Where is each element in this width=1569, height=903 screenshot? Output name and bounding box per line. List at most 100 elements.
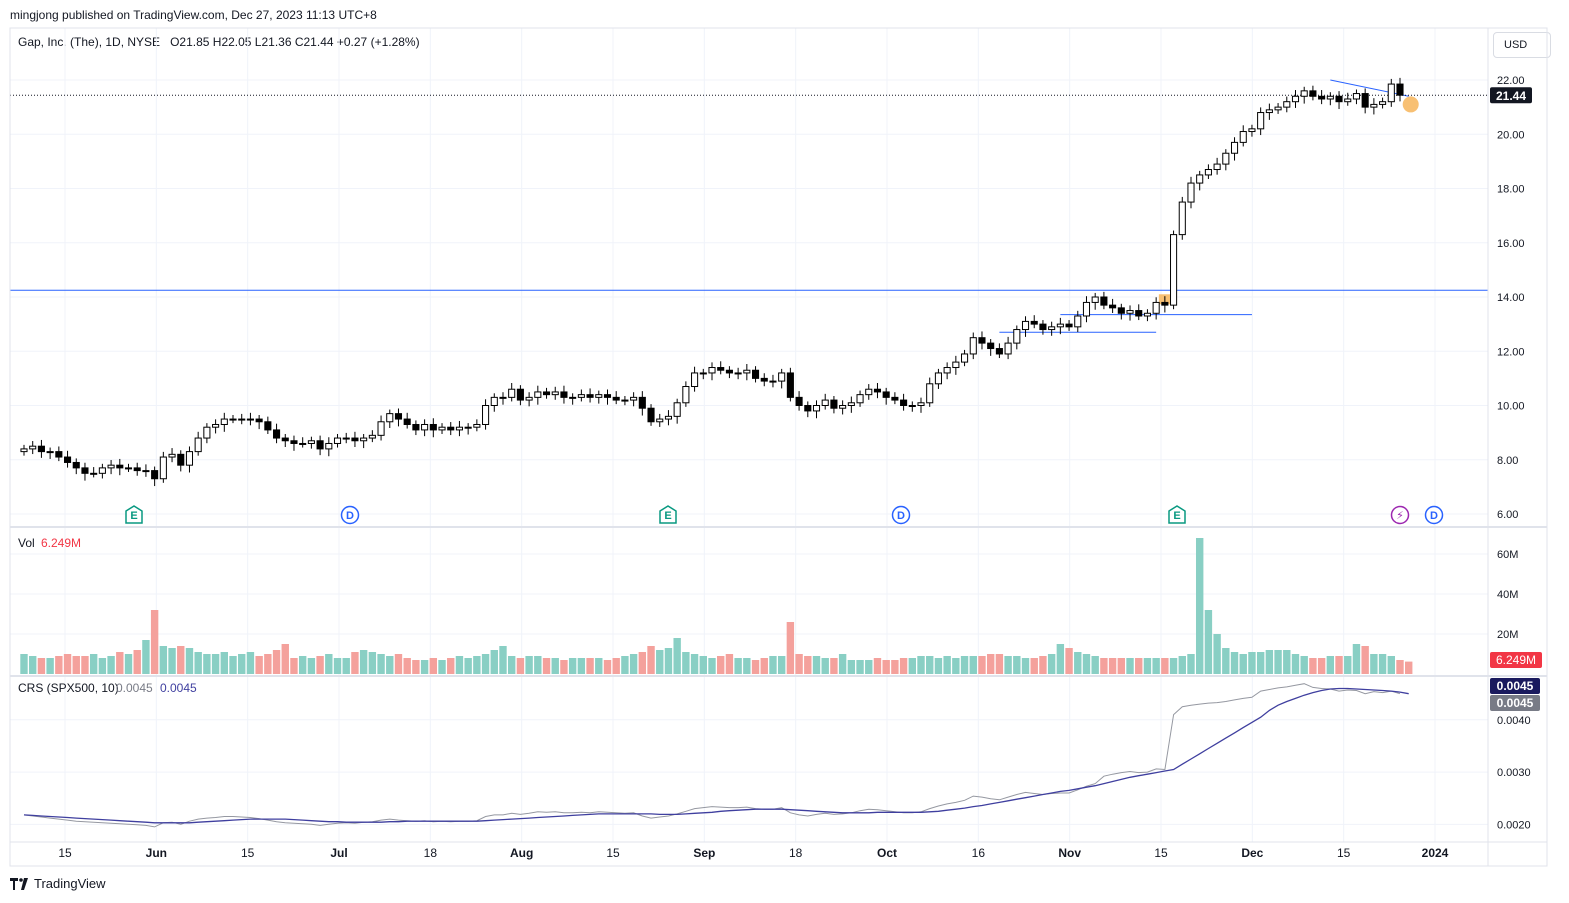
volume-bar	[229, 656, 237, 674]
candle-body	[577, 394, 585, 398]
time-tick-label: 15	[1337, 846, 1351, 860]
event-label: D	[346, 510, 354, 522]
volume-bar	[168, 648, 176, 674]
volume-bar	[995, 654, 1004, 674]
volume-bar	[1039, 656, 1047, 674]
volume-bar	[203, 654, 211, 674]
event-label: E	[664, 510, 671, 522]
volume-bar	[1152, 658, 1160, 674]
volume-bar	[98, 658, 107, 674]
candle-body	[394, 413, 403, 420]
volume-bar	[1047, 654, 1056, 674]
candle-body	[1300, 90, 1308, 97]
candle-body	[1187, 182, 1195, 203]
candle-body	[664, 415, 673, 420]
volume-value: 6.249M	[41, 536, 81, 550]
time-tick-label: Dec	[1241, 846, 1263, 860]
volume-bar	[1056, 644, 1065, 674]
candle-body	[1291, 95, 1300, 103]
time-tick-label: 16	[972, 846, 986, 860]
candle-body	[1213, 163, 1221, 171]
candle-body	[1396, 83, 1404, 96]
horizontal-lines	[10, 79, 1488, 333]
price-tick-label: 22.00	[1497, 75, 1525, 87]
candle-body	[116, 464, 124, 469]
volume-bar	[952, 658, 960, 674]
volume-bar	[177, 646, 185, 674]
volume-bar	[272, 650, 281, 674]
candle-body	[865, 388, 873, 396]
volume-bar	[507, 656, 516, 674]
volume-bar	[29, 656, 37, 674]
volume-bar	[1256, 652, 1265, 674]
time-tick-label: 15	[606, 846, 620, 860]
volume-bar	[438, 660, 446, 674]
candle-body	[569, 396, 577, 399]
candle-body	[778, 372, 786, 382]
candle-body	[1117, 307, 1125, 314]
volume-bar	[150, 610, 159, 674]
candle-body	[691, 372, 699, 388]
volume-bar	[1074, 652, 1082, 674]
candle-body	[1056, 323, 1064, 328]
candle-body	[551, 391, 559, 396]
volume-bar	[1126, 658, 1134, 674]
volume-bar	[682, 652, 690, 674]
volume-bar	[1161, 658, 1169, 674]
volume-bar	[1230, 652, 1239, 674]
earnings-marker	[659, 505, 677, 524]
candle-body	[934, 372, 942, 385]
volume-tick-label: 20M	[1497, 629, 1518, 641]
candle-body	[1196, 174, 1204, 184]
time-tick-label: Nov	[1058, 846, 1081, 860]
candle-body	[699, 372, 707, 375]
volume-bar	[1335, 656, 1343, 674]
volume-bar	[638, 652, 647, 674]
volume-badge-label: 6.249M	[1496, 653, 1536, 667]
volume-bar	[1352, 644, 1361, 674]
candle-body	[1004, 342, 1012, 355]
volume-bar	[89, 654, 98, 674]
candle-body	[1326, 95, 1334, 100]
ohlc-values: O21.85 H22.05 L21.36 C21.44 +0.27 (+1.28…	[170, 35, 420, 49]
volume-bar	[1013, 656, 1021, 674]
candle-body	[151, 470, 159, 480]
dividend-marker	[340, 505, 360, 525]
footer-logo[interactable]: TradingView	[10, 876, 106, 891]
volume-bar	[882, 660, 890, 674]
volume-bar	[412, 660, 420, 674]
candle-body	[839, 405, 847, 409]
candle-body	[246, 418, 254, 421]
volume-bar	[917, 656, 925, 674]
volume-bar	[699, 656, 707, 674]
volume-bar	[525, 656, 533, 674]
event-label: D	[1430, 510, 1438, 522]
volume-bar	[612, 658, 620, 674]
candle-body	[20, 448, 28, 453]
volume-bar	[891, 660, 899, 674]
event-markers[interactable]: E D E D E ⚡ D	[125, 505, 1444, 525]
candle-body	[238, 418, 246, 421]
time-tick-label: Jun	[146, 846, 167, 860]
candle-body	[1239, 131, 1247, 143]
candle-body	[1143, 312, 1151, 317]
candle-body	[455, 426, 463, 431]
candle-body	[72, 461, 80, 469]
volume-bar	[1300, 656, 1308, 674]
volume-bar	[37, 658, 46, 674]
volume-bar	[386, 656, 394, 674]
candle-body	[978, 337, 986, 344]
volume-bar	[1309, 658, 1317, 674]
candle-body	[1387, 83, 1395, 103]
symbol-label: Gap, Inc. (The), 1D, NYSE	[18, 35, 161, 49]
candle-body	[917, 402, 925, 407]
volume-series	[20, 538, 1413, 674]
candle-body	[1039, 323, 1047, 331]
candle-body	[1074, 315, 1082, 328]
candle-body	[1021, 320, 1030, 331]
volume-bar	[690, 654, 699, 674]
candle-body	[1082, 301, 1091, 317]
currency-button[interactable]: USD	[1493, 32, 1551, 58]
publisher-line: mingjong published on TradingView.com, D…	[10, 8, 377, 22]
